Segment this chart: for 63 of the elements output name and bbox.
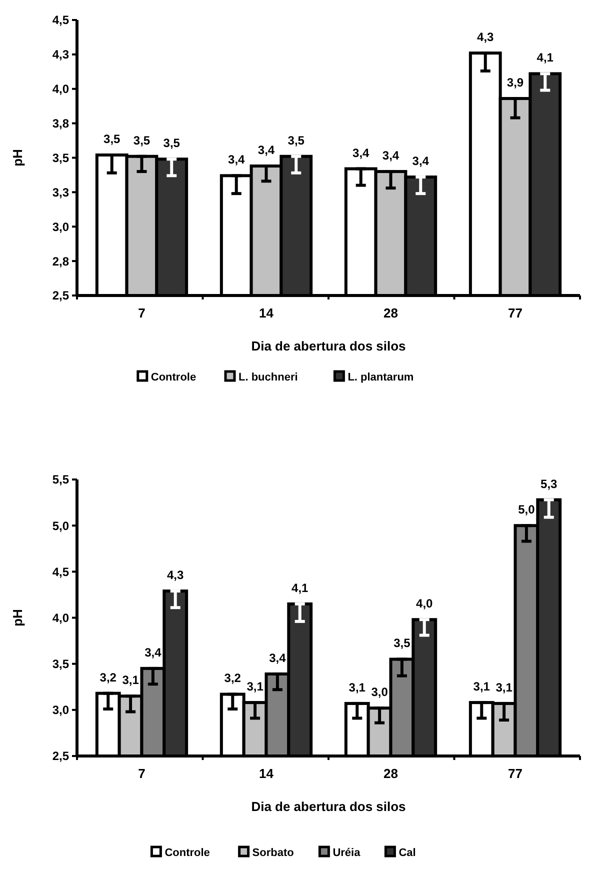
- data-label: 3,1: [246, 680, 264, 694]
- data-label: 4,3: [167, 568, 184, 582]
- data-label: 3,5: [163, 136, 180, 150]
- data-label: 5,3: [540, 476, 558, 491]
- y-tick-label: 2,5: [52, 288, 70, 303]
- y-tick-label: 3,5: [52, 657, 70, 672]
- data-label: 3,2: [100, 670, 117, 684]
- y-tick-label: 2,8: [52, 254, 70, 268]
- legend-label: L. buchneri: [238, 372, 298, 384]
- y-tick-label: 2,5: [52, 749, 70, 764]
- data-label: 3,2: [224, 671, 242, 686]
- data-label: 5,0: [518, 502, 536, 517]
- data-label: 4,1: [536, 50, 554, 65]
- data-label: 3,4: [412, 154, 430, 168]
- x-tick-label: 28: [384, 306, 398, 320]
- x-axis-title: Dia de abertura dos silos: [251, 338, 406, 354]
- x-tick-label: 28: [384, 766, 398, 781]
- legend-label: Cal: [398, 847, 416, 859]
- y-tick-label: 3,5: [52, 150, 70, 165]
- data-label: 3,4: [144, 645, 162, 660]
- legend-label: Controle: [150, 372, 196, 384]
- x-tick-label: 7: [138, 766, 146, 781]
- y-tick-label: 4,5: [52, 13, 70, 28]
- data-label: 3,4: [258, 143, 275, 158]
- x-tick-label: 14: [259, 306, 274, 320]
- x-tick-label: 14: [259, 766, 274, 781]
- x-tick-label: 77: [508, 306, 522, 320]
- data-label: 4,0: [416, 596, 434, 611]
- data-label: 3,0: [371, 685, 388, 700]
- data-label: 3,9: [506, 76, 524, 90]
- legend-label: Uréia: [332, 847, 362, 859]
- y-axis-title: pH: [10, 149, 25, 166]
- data-label: 3,1: [122, 673, 140, 688]
- y-tick-label: 4,3: [52, 48, 70, 62]
- y-tick-label: 5,0: [52, 518, 70, 533]
- x-axis-title: Dia de abertura dos silos: [251, 799, 406, 814]
- data-label: 3,5: [394, 636, 411, 650]
- legend-label: L. plantarum: [348, 372, 414, 384]
- data-label: 3,5: [288, 133, 305, 148]
- y-tick-label: 3,0: [52, 220, 70, 234]
- y-tick-label: 3,3: [52, 185, 70, 200]
- data-label: 3,4: [269, 650, 286, 665]
- data-label: 3,1: [473, 680, 490, 694]
- legend-label: Controle: [164, 847, 210, 859]
- data-label: 3,1: [496, 680, 513, 694]
- y-tick-label: 4,0: [52, 82, 70, 96]
- data-label: 3,4: [382, 148, 400, 163]
- y-tick-label: 4,5: [52, 564, 70, 579]
- data-label: 3,4: [228, 152, 246, 167]
- y-tick-label: 4,0: [52, 610, 70, 625]
- y-axis-title: pH: [10, 609, 25, 626]
- x-tick-label: 7: [138, 306, 146, 320]
- data-label: 3,4: [352, 146, 370, 160]
- legend-label: Sorbato: [252, 847, 294, 859]
- data-label: 3,5: [104, 132, 121, 146]
- data-label: 4,1: [292, 580, 309, 595]
- y-tick-label: 3,0: [52, 703, 70, 718]
- x-tick-label: 77: [508, 766, 522, 781]
- data-label: 3,1: [348, 680, 366, 694]
- data-label: 3,5: [133, 133, 150, 148]
- data-label: 4,3: [477, 30, 494, 44]
- y-tick-label: 5,5: [52, 472, 70, 487]
- y-tick-label: 3,8: [52, 116, 70, 131]
